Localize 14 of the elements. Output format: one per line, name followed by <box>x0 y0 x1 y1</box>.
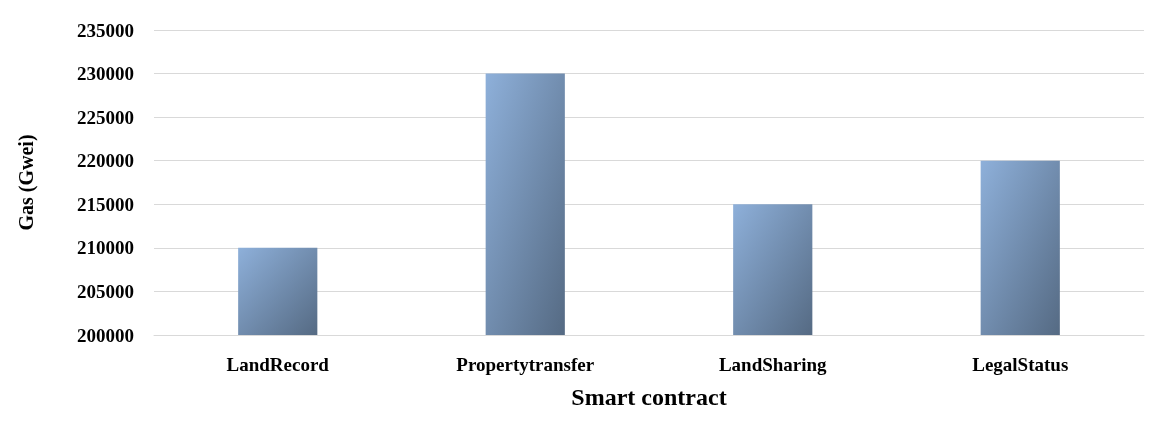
y-tick-label: 225000 <box>77 106 134 128</box>
y-tick-label: 230000 <box>77 63 134 85</box>
x-tick-label: LegalStatus <box>972 354 1069 375</box>
x-tick-label: Propertytransfer <box>456 354 595 375</box>
y-tick-label: 205000 <box>77 280 134 302</box>
y-tick-label: 200000 <box>77 324 134 346</box>
x-tick-label: LandSharing <box>718 354 828 375</box>
x-tick-label: LandRecord <box>226 354 330 375</box>
y-tick-label: 215000 <box>77 193 134 215</box>
y-axis-title: Gas (Gwei) <box>15 134 38 231</box>
y-tick-label: 220000 <box>77 150 134 172</box>
x-axis-title: Smart contract <box>571 384 727 410</box>
y-tick-label: 210000 <box>77 237 134 259</box>
y-tick-label: 235000 <box>77 19 134 41</box>
